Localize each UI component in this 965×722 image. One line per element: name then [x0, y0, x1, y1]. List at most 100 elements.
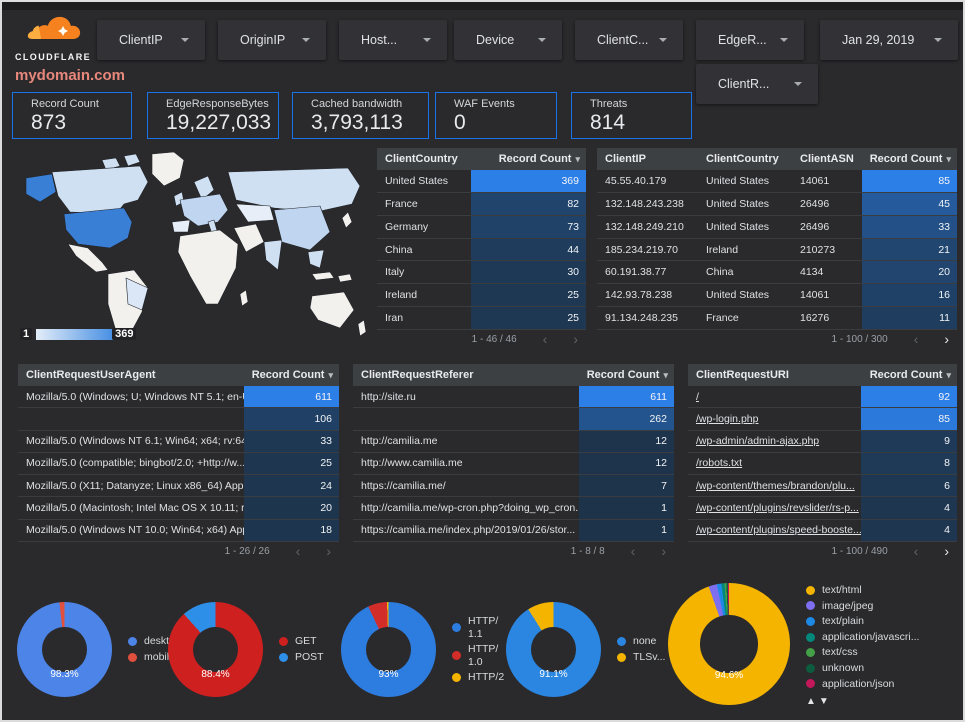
table-row[interactable]: /wp-login.php 85 — [688, 408, 957, 431]
table-row[interactable]: https://camilia.me/7 — [353, 475, 674, 498]
table-row[interactable]: /wp-content/themes/brandon/plu... 6 — [688, 475, 957, 498]
http-method-donut[interactable]: 88.4% — [168, 602, 263, 697]
uri-link[interactable]: /wp-content/themes/brandon/plu... — [696, 479, 855, 492]
column-header[interactable]: ClientCountry — [706, 153, 779, 165]
table-row[interactable]: 185.234.219.70 Ireland 210273 21 — [597, 238, 957, 262]
legend-item[interactable]: HTTP/ 1.1 — [452, 615, 504, 640]
filter-clientrequest[interactable]: ClientR... — [696, 64, 818, 104]
table-row[interactable]: Mozilla/5.0 (compatible; bingbot/2.0; +h… — [18, 452, 339, 476]
filter-host[interactable]: Host... — [339, 20, 447, 60]
table-row[interactable]: /wp-content/plugins/revslider/rs-p... 4 — [688, 497, 957, 520]
table-row[interactable]: 262 — [353, 408, 674, 431]
table-row[interactable]: 60.191.38.77 China 4134 20 — [597, 261, 957, 285]
next-page-icon[interactable]: › — [661, 543, 666, 559]
table-row[interactable]: China 44 — [377, 238, 586, 262]
table-row[interactable]: United States 369 — [377, 170, 586, 193]
sort-column-header[interactable]: Record Count ▾ — [586, 369, 668, 381]
legend-item[interactable]: application/json — [806, 678, 919, 691]
table-row[interactable]: Mozilla/5.0 (Windows NT 10.0; Win64; x64… — [18, 519, 339, 542]
table-row[interactable]: Mozilla/5.0 (Windows; U; Windows NT 5.1;… — [18, 386, 339, 409]
column-header[interactable]: ClientCountry — [385, 153, 458, 165]
table-row[interactable]: http://camilia.me 12 — [353, 430, 674, 453]
sort-column-header[interactable]: Record Count ▾ — [869, 369, 951, 381]
table-row[interactable]: 45.55.40.179 United States 14061 85 — [597, 170, 957, 193]
prev-page-icon[interactable]: ‹ — [630, 543, 636, 559]
table-row[interactable]: 132.148.243.238 United States 26496 45 — [597, 192, 957, 216]
legend-item[interactable]: text/css — [806, 646, 919, 659]
date-range-picker[interactable]: Jan 29, 2019 — [820, 20, 958, 60]
uri-link[interactable]: /wp-admin/admin-ajax.php — [696, 435, 820, 448]
filter-originip[interactable]: OriginIP — [218, 20, 326, 60]
sort-asc-icon[interactable]: ▲ — [806, 696, 819, 708]
legend-pager[interactable]: ▲▼ — [806, 696, 919, 707]
next-page-icon[interactable]: › — [573, 331, 578, 347]
filter-device[interactable]: Device — [454, 20, 562, 60]
next-page-icon[interactable]: › — [944, 543, 949, 559]
table-row[interactable]: Mozilla/5.0 (X11; Datanyze; Linux x86_64… — [18, 475, 339, 498]
table-row[interactable]: http://camilia.me/wp-cron.php?doing_wp_c… — [353, 497, 674, 520]
legend-item[interactable]: HTTP/2 — [452, 671, 504, 684]
legend-item[interactable]: application/javascri... — [806, 631, 919, 644]
device-type-donut[interactable]: 98.3% — [17, 602, 112, 697]
sort-column-header[interactable]: Record Count ▾ — [869, 153, 951, 165]
legend-item[interactable]: text/plain — [806, 615, 919, 628]
filter-clientip[interactable]: ClientIP — [97, 20, 205, 60]
legend-item[interactable]: text/html — [806, 584, 919, 597]
prev-page-icon[interactable]: ‹ — [295, 543, 301, 559]
table-row[interactable]: 106 — [18, 408, 339, 431]
column-header[interactable]: ClientRequestReferer — [361, 369, 474, 381]
column-header[interactable]: ClientRequestURI — [696, 369, 789, 381]
legend-item[interactable]: GET — [279, 635, 324, 648]
table-row[interactable]: Mozilla/5.0 (Windows NT 6.1; Win64; x64;… — [18, 430, 339, 453]
table-row[interactable]: http://site.ru 611 — [353, 386, 674, 409]
content-type-donut[interactable]: 94.6% — [668, 583, 790, 706]
table-row[interactable]: France 82 — [377, 192, 586, 216]
legend-item[interactable]: unknown — [806, 662, 919, 675]
world-map[interactable] — [12, 148, 371, 348]
legend-item[interactable]: none — [617, 635, 665, 648]
uri-link[interactable]: /robots.txt — [696, 457, 743, 470]
table-row[interactable]: /wp-content/plugins/speed-booste... 4 — [688, 519, 957, 542]
table-row[interactable]: Italy 30 — [377, 261, 586, 285]
next-page-icon[interactable]: › — [326, 543, 331, 559]
table-row[interactable]: /robots.txt 8 — [688, 452, 957, 476]
legend-item[interactable]: mobile — [128, 651, 178, 664]
table-row[interactable]: Ireland 25 — [377, 284, 586, 308]
table-row[interactable]: /wp-admin/admin-ajax.php 9 — [688, 430, 957, 453]
prev-page-icon[interactable]: ‹ — [913, 543, 919, 559]
prev-page-icon[interactable]: ‹ — [913, 331, 919, 347]
http-protocol-donut[interactable]: 93% — [341, 602, 436, 697]
table-row[interactable]: https://camilia.me/index.php/2019/01/26/… — [353, 519, 674, 542]
legend-item[interactable]: HTTP/ 1.0 — [452, 643, 504, 668]
legend-item[interactable]: TLSv... — [617, 651, 665, 664]
legend-dot-icon — [128, 637, 137, 647]
table-row[interactable]: Iran 25 — [377, 307, 586, 331]
next-page-icon[interactable]: › — [944, 331, 949, 347]
column-header[interactable]: ClientASN — [800, 153, 854, 165]
sort-down-icon: ▾ — [946, 369, 951, 380]
table-row[interactable]: Mozilla/5.0 (Macintosh; Intel Mac OS X 1… — [18, 497, 339, 520]
legend-item[interactable]: POST — [279, 651, 324, 664]
uri-link[interactable]: /wp-content/plugins/speed-booste... — [696, 524, 861, 537]
table-row[interactable]: Germany 73 — [377, 215, 586, 239]
scorecard-value: 3,793,113 — [311, 111, 403, 134]
sort-column-header[interactable]: Record Count ▾ — [251, 369, 333, 381]
filter-clientcountry[interactable]: ClientC... — [575, 20, 683, 60]
sort-column-header[interactable]: Record Count ▾ — [498, 153, 580, 165]
table-row[interactable]: http://www.camilia.me 12 — [353, 452, 674, 476]
uri-link[interactable]: /wp-content/plugins/revslider/rs-p... — [696, 502, 859, 515]
sort-desc-icon[interactable]: ▼ — [818, 696, 832, 708]
filter-edgeresponse[interactable]: EdgeR... — [696, 20, 804, 60]
tls-version-donut[interactable]: 91.1% — [506, 602, 601, 697]
table-row[interactable]: / 92 — [688, 386, 957, 409]
legend-item[interactable]: image/jpeg — [806, 600, 919, 613]
uri-link[interactable]: / — [696, 390, 699, 403]
table-row[interactable]: 132.148.249.210 United States 26496 33 — [597, 215, 957, 239]
table-row[interactable]: 142.93.78.238 United States 14061 16 — [597, 284, 957, 308]
column-header[interactable]: ClientRequestUserAgent — [26, 369, 156, 381]
table-cell: China — [385, 243, 413, 256]
column-header[interactable]: ClientIP — [605, 153, 646, 165]
table-row[interactable]: 91.134.248.235 France 16276 11 — [597, 307, 957, 331]
prev-page-icon[interactable]: ‹ — [542, 331, 548, 347]
uri-link[interactable]: /wp-login.php — [696, 412, 759, 425]
